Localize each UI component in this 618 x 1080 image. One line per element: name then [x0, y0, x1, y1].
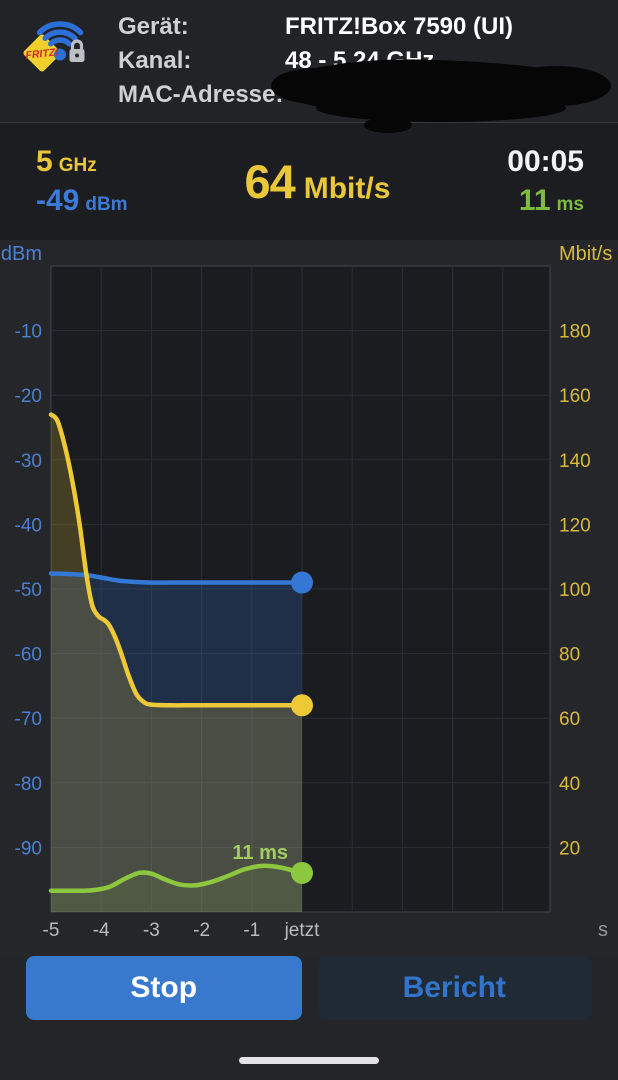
left-axis-tick: -40: [15, 515, 42, 536]
ping-line: [48, 863, 305, 893]
chart-canvas: 11 ms -10 -20 -30 -40 -50 -60 -70 -80 -90 180 160 14…: [1, 243, 612, 941]
right-axis-tick: 60: [559, 709, 580, 730]
measurement-chart: 11 ms -10 -20 -30 -40 -50 -60 -70 -80 -90 180 160 14…: [0, 240, 618, 956]
report-button[interactable]: Bericht: [316, 956, 592, 1020]
fritz-wlan-logo-icon: FRITZ!: [23, 21, 85, 72]
left-axis-tick: -90: [15, 838, 42, 859]
right-axis-title: Mbit/s: [559, 243, 612, 265]
ping-endpoint-dot: [291, 861, 313, 884]
action-buttons: Stop Bericht: [0, 956, 618, 1020]
measurement-stats-band: 5 GHz -49 dBm 64 Mbit/s 00:05 11 ms: [0, 122, 618, 240]
mac-address-redaction-scribble: [271, 59, 611, 133]
signal-area: [51, 573, 302, 912]
mac-row: MAC-Adresse:: [118, 78, 612, 112]
x-axis-tick: -3: [143, 920, 160, 941]
x-axis-unit: s: [598, 919, 608, 941]
right-axis-tick: 40: [559, 774, 580, 795]
x-axis-tick: -4: [93, 920, 110, 941]
band-value: 5: [36, 145, 53, 178]
x-axis-tick: -1: [243, 920, 260, 941]
throughput-endpoint-dot: [291, 694, 313, 717]
right-axis-tick: 140: [559, 451, 591, 472]
left-axis-tick: -60: [15, 645, 42, 666]
device-row: Gerät: FRITZ!Box 7590 (UI): [118, 10, 612, 44]
right-axis-tick: 160: [559, 386, 591, 407]
right-axis-tick: 80: [559, 645, 580, 666]
x-axis-tick: -2: [193, 920, 210, 941]
right-axis-tick: 100: [559, 580, 591, 601]
left-axis-tick: -30: [15, 451, 42, 472]
signal-unit: dBm: [85, 194, 128, 215]
x-axis-tick: -5: [43, 920, 60, 941]
home-indicator-bar[interactable]: [239, 1057, 379, 1064]
right-axis-tick: 20: [559, 838, 580, 859]
ping-unit: ms: [556, 194, 584, 215]
right-axis-tick: 180: [559, 322, 591, 343]
ping-end-label: 11 ms: [232, 842, 288, 864]
stats-left-column: 5 GHz -49 dBm: [36, 147, 128, 216]
fritz-logo-text: FRITZ!: [25, 46, 60, 61]
left-axis-tick: -50: [15, 580, 42, 601]
device-value: FRITZ!Box 7590 (UI): [285, 13, 514, 40]
signal-value: -49: [36, 184, 80, 217]
ping-value: 11: [518, 184, 551, 217]
band-stat: 5 GHz: [36, 147, 128, 177]
lock-icon: [70, 39, 84, 50]
device-label: Gerät:: [118, 13, 189, 40]
ping-stat: 11 ms: [507, 186, 584, 216]
left-axis-tick: -80: [15, 774, 42, 795]
ping-area: [51, 865, 302, 912]
mac-label: MAC-Adresse:: [118, 81, 284, 108]
throughput-stat: 64 Mbit/s: [128, 154, 508, 209]
throughput-line: [48, 412, 305, 708]
signal-stat: -49 dBm: [36, 186, 128, 216]
x-axis-tick: jetzt: [284, 920, 321, 941]
throughput-unit: Mbit/s: [303, 172, 391, 205]
left-axis-tick: -10: [15, 322, 42, 343]
left-axis-tick: -20: [15, 386, 42, 407]
elapsed-time: 00:05: [507, 145, 584, 178]
stop-button[interactable]: Stop: [26, 956, 302, 1020]
stats-right-column: 00:05 11 ms: [507, 147, 584, 216]
throughput-area: [51, 414, 302, 912]
channel-label: Kanal:: [118, 47, 192, 74]
right-axis-tick: 120: [559, 515, 591, 536]
throughput-value: 64: [244, 155, 295, 208]
left-axis-title: dBm: [1, 243, 42, 265]
left-axis-tick: -70: [15, 709, 42, 730]
signal-endpoint-dot: [291, 571, 313, 594]
connection-header: FRITZ! Gerät: FRITZ!Box 7590 (UI) Kanal:…: [0, 0, 618, 133]
band-unit: GHz: [58, 155, 97, 176]
